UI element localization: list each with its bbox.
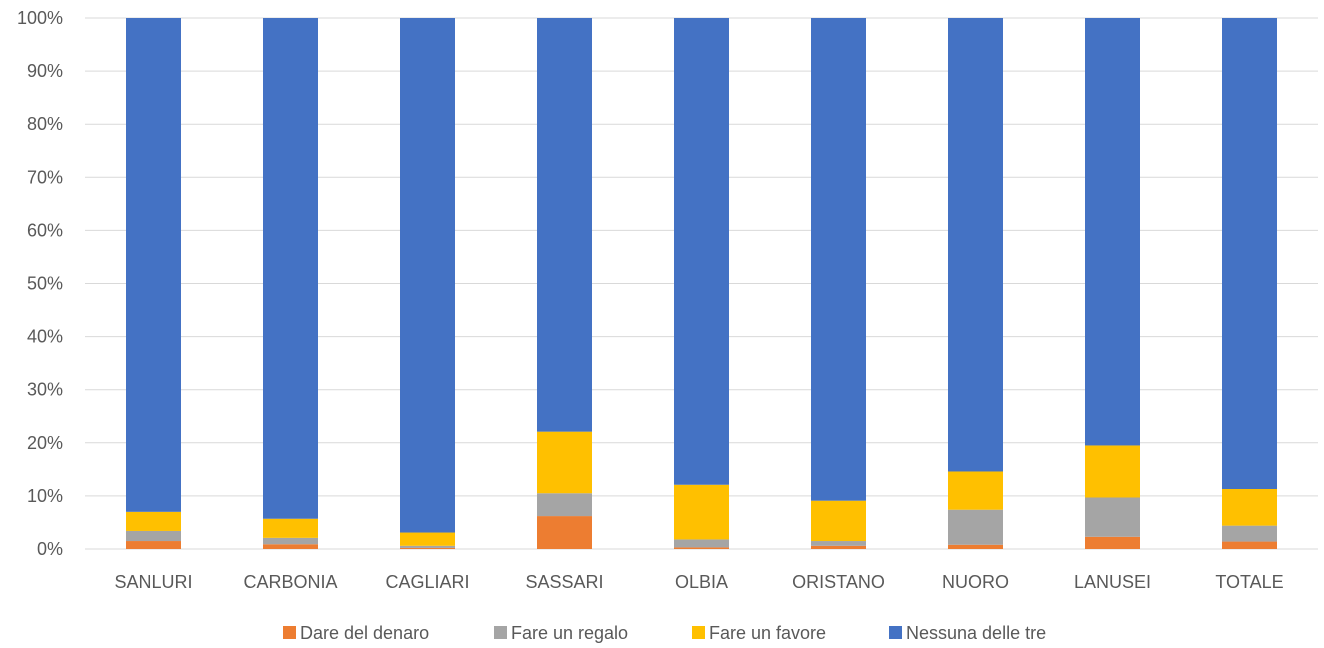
x-tick-label: CARBONIA — [243, 572, 337, 592]
bar-segment — [1085, 445, 1140, 498]
bar-segment — [126, 530, 181, 542]
legend-swatch — [692, 626, 705, 639]
bar-segment — [263, 537, 318, 545]
bar-segment — [674, 484, 729, 540]
bar-segment — [1222, 525, 1277, 542]
legend-label: Fare un favore — [709, 623, 826, 643]
bar-segment — [400, 547, 455, 549]
bar-segment — [126, 541, 181, 549]
x-tick-label: SANLURI — [114, 572, 192, 592]
bar-segment — [1085, 497, 1140, 537]
y-tick-label: 30% — [27, 380, 63, 400]
y-tick-label: 80% — [27, 114, 63, 134]
x-tick-label: CAGLIARI — [385, 572, 469, 592]
bar-segment — [263, 544, 318, 549]
legend-label: Dare del denaro — [300, 623, 429, 643]
bar-segment — [126, 18, 181, 512]
bar-segment — [263, 518, 318, 538]
bar-segment — [674, 18, 729, 485]
bar-segment — [537, 516, 592, 549]
y-tick-label: 90% — [27, 61, 63, 81]
bar-segment — [400, 532, 455, 546]
x-tick-label: NUORO — [942, 572, 1009, 592]
bar-segment — [811, 500, 866, 542]
bar-segment — [674, 547, 729, 549]
y-tick-label: 0% — [37, 539, 63, 559]
bar-segment — [537, 493, 592, 517]
y-tick-label: 20% — [27, 433, 63, 453]
legend: Dare del denaro Fare un regalo Fare un fav… — [283, 623, 1046, 643]
legend-label: Nessuna delle tre — [906, 623, 1046, 643]
bar-segment — [948, 18, 1003, 472]
bar-segment — [1222, 488, 1277, 526]
bar-segment — [674, 539, 729, 548]
y-tick-label: 100% — [17, 8, 63, 28]
bar-segment — [811, 545, 866, 549]
x-tick-label: TOTALE — [1215, 572, 1283, 592]
x-tick-label: SASSARI — [525, 572, 603, 592]
bar-segment — [811, 18, 866, 501]
legend-label: Fare un regalo — [511, 623, 628, 643]
x-tick-label: OLBIA — [675, 572, 728, 592]
y-tick-label: 10% — [27, 486, 63, 506]
bar-segment — [948, 544, 1003, 549]
bar-segment — [1222, 541, 1277, 549]
bar-segment — [126, 511, 181, 531]
bar-segment — [263, 18, 318, 519]
y-axis-ticks: 0% 10% 20% 30% 40% 50% 60% 70% 80% 90% 100% — [17, 8, 63, 559]
bar-segment — [1085, 18, 1140, 446]
bar-segment — [1222, 18, 1277, 489]
y-tick-label: 50% — [27, 274, 63, 294]
bar-segment — [400, 18, 455, 533]
bar-segment — [537, 431, 592, 494]
legend-swatch — [889, 626, 902, 639]
legend-swatch — [494, 626, 507, 639]
bar-segment — [1085, 536, 1140, 549]
x-tick-label: LANUSEI — [1074, 572, 1151, 592]
bar-segment — [811, 541, 866, 546]
x-tick-label: ORISTANO — [792, 572, 885, 592]
bar-segment — [400, 545, 455, 548]
bars — [126, 18, 1277, 549]
legend-swatch — [283, 626, 296, 639]
bar-segment — [948, 509, 1003, 545]
bar-segment — [537, 18, 592, 432]
y-tick-label: 70% — [27, 167, 63, 187]
bar-segment — [948, 471, 1003, 510]
x-axis-ticks: SANLURI CARBONIA CAGLIARI SASSARI OLBIA ORIST… — [114, 572, 1283, 592]
y-tick-label: 60% — [27, 220, 63, 240]
y-tick-label: 40% — [27, 327, 63, 347]
